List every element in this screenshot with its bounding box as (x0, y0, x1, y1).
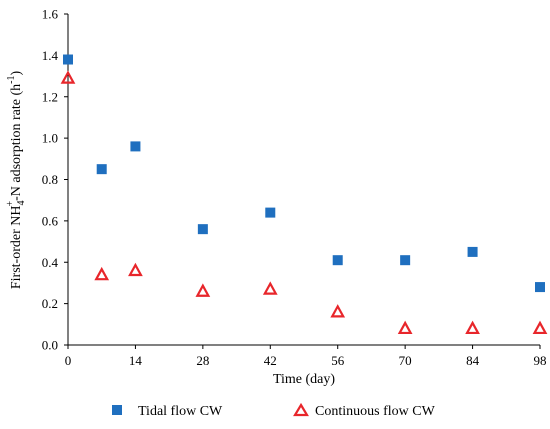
tidal-flow-point (197, 224, 208, 235)
data-markers (60, 54, 548, 335)
legend-label-tidal-flow: Tidal flow CW (138, 404, 223, 419)
legend: Tidal flow CW Continuous flow CW (112, 402, 436, 419)
x-axis-label: Time (day) (273, 372, 335, 387)
x-ticks: 0 14 28 42 56 70 84 98 (65, 345, 547, 368)
continuous-flow-point (195, 283, 211, 297)
legend-label-continuous-flow: Continuous flow CW (315, 404, 436, 419)
y-tick-label: 0.4 (42, 255, 59, 270)
continuous-flow-point (94, 266, 110, 281)
y-tick-label: 0.6 (42, 213, 59, 228)
x-tick-label: 56 (331, 353, 345, 368)
legend-marker-tidal-flow (112, 405, 122, 415)
y-axis-label-superscript: + (5, 201, 16, 207)
continuous-flow-point (262, 281, 278, 295)
continuous-flow-point (532, 320, 548, 335)
x-tick-label: 42 (264, 353, 277, 368)
y-ticks: 0.0 0.2 0.4 0.6 0.8 1.0 1.2 1.4 1.6 (42, 7, 68, 353)
y-tick-label: 1.0 (42, 131, 58, 146)
y-tick-label: 1.2 (42, 89, 58, 104)
y-axis-label-suffix: ) (9, 71, 24, 76)
y-tick-label: 0.8 (42, 172, 58, 187)
y-tick-label: 0.0 (42, 338, 58, 353)
x-tick-label: 28 (196, 353, 209, 368)
x-tick-label: 0 (65, 353, 72, 368)
tidal-flow-point (535, 282, 545, 293)
plot-frame (67, 14, 540, 346)
y-axis-label-middle: -N adsorption rate (h (9, 84, 24, 201)
continuous-flow-point (397, 320, 413, 335)
continuous-flow-point (465, 320, 480, 335)
tidal-flow-point (265, 207, 276, 218)
continuous-flow-point (128, 262, 143, 277)
tidal-flow-point (63, 54, 73, 65)
y-axis-label-prefix: First-order NH (9, 206, 24, 290)
y-axis-label: First-order NH4+-N adsorption rate (h-1) (5, 71, 27, 290)
x-tick-label: 70 (399, 353, 412, 368)
tidal-flow-point (400, 255, 411, 266)
x-tick-label: 98 (534, 353, 547, 368)
y-tick-label: 1.6 (42, 7, 59, 22)
legend-marker-continuous-flow (293, 402, 309, 417)
x-tick-label: 84 (466, 353, 480, 368)
continuous-flow-point (330, 304, 346, 318)
x-tick-label: 14 (129, 353, 143, 368)
y-axis-label-subscript: 4 (16, 201, 27, 206)
tidal-flow-point (467, 246, 478, 257)
tidal-flow-point (332, 255, 343, 266)
continuous-flow-point (60, 70, 76, 84)
y-axis-label-superscript-2: -1 (6, 76, 17, 84)
y-tick-label: 0.2 (42, 296, 58, 311)
tidal-flow-point (96, 164, 107, 175)
tidal-flow-point (130, 141, 141, 152)
y-tick-label: 1.4 (42, 48, 59, 63)
